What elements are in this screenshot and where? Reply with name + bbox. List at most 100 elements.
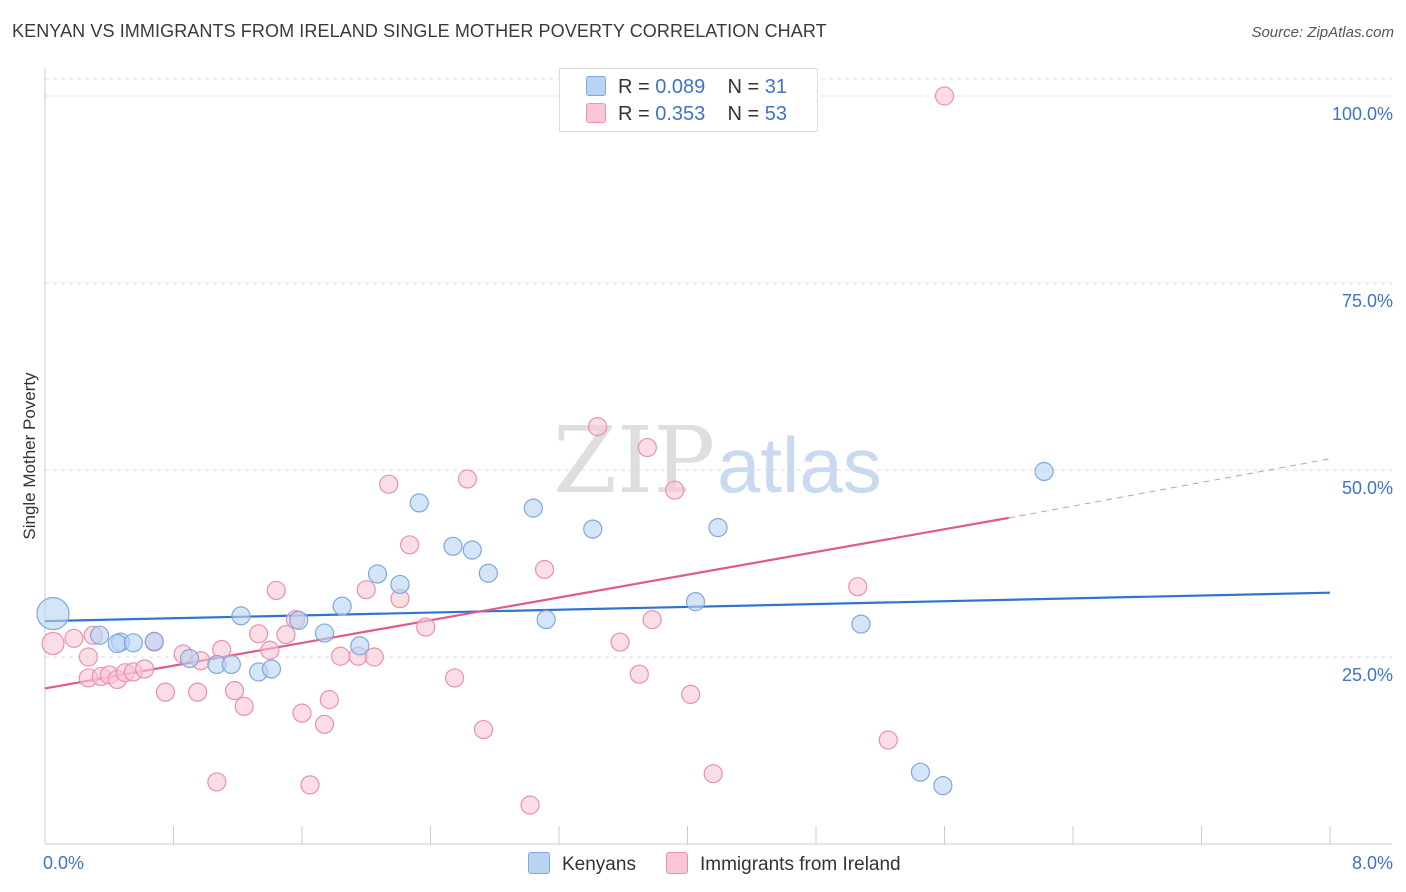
ireland-point [587, 417, 608, 437]
bottom-legend-swatch-pink [666, 852, 688, 874]
kenyans-point [231, 606, 251, 626]
ireland-point [134, 659, 155, 679]
ireland-point [319, 690, 339, 710]
ireland-point [665, 480, 685, 500]
ireland-point [444, 668, 465, 688]
ireland-point [266, 580, 286, 601]
kenyans-point [390, 574, 410, 595]
ireland-point [637, 437, 657, 458]
bottom-legend-label-ireland: Immigrants from Ireland [700, 854, 901, 875]
ireland-point [364, 647, 384, 667]
x-tick-label-min: 0.0% [43, 853, 84, 873]
ireland-point [703, 764, 723, 784]
ireland-point [642, 609, 662, 630]
legend-r-value: 0.353 [655, 103, 706, 125]
ireland-point [400, 535, 420, 555]
bottom-legend-swatch-blue [528, 852, 550, 874]
ireland-trend-extension [1008, 458, 1331, 519]
legend-r-label: R = [618, 103, 650, 125]
kenyans-point [314, 623, 335, 643]
y-axis-label: Single Mother Poverty [20, 372, 39, 540]
kenyans-point [523, 498, 543, 518]
kenyans-point [443, 536, 463, 556]
bottom-legend-ireland: Immigrants from Ireland [666, 852, 901, 876]
watermark-zip: ZIP [553, 407, 715, 514]
ireland-point [249, 624, 269, 644]
ireland-point [224, 681, 245, 701]
ireland-point [330, 646, 351, 666]
legend-n-label: N = [727, 103, 760, 125]
axes [44, 68, 1392, 845]
ireland-point [457, 469, 478, 489]
kenyans-point [367, 564, 388, 584]
kenyans-point [289, 610, 309, 630]
data-points [36, 86, 1054, 815]
ireland-point [292, 703, 312, 723]
legend-box: R = 0.089 N = 31 R = 0.353 N = 53 [559, 68, 818, 132]
ireland-point [356, 580, 376, 600]
kenyans-point [478, 563, 498, 583]
legend-r-label: R = [618, 76, 650, 98]
kenyans-point [536, 609, 556, 630]
ireland-point [64, 628, 84, 648]
kenyans-point [685, 592, 706, 612]
kenyans-point [583, 519, 603, 539]
kenyans-point [708, 517, 728, 538]
ireland-point [934, 86, 955, 106]
ireland-point [155, 682, 176, 702]
kenyans-point [1034, 461, 1054, 482]
legend-row-ireland: R = 0.353 N = 53 [586, 102, 787, 126]
kenyans-point [90, 625, 110, 645]
ireland-point [260, 640, 280, 660]
kenyans-point [851, 614, 871, 634]
chart-title: KENYAN VS IMMIGRANTS FROM IRELAND SINGLE… [12, 21, 827, 41]
kenyans-point [332, 596, 352, 616]
ireland-point [314, 714, 335, 734]
ireland-point [234, 696, 254, 716]
ireland-point [300, 775, 320, 795]
kenyans-point [462, 540, 482, 560]
bottom-legend-label-kenyans: Kenyans [562, 854, 636, 875]
kenyans-point [221, 654, 241, 675]
ireland-point [878, 730, 898, 750]
kenyans-point [910, 762, 931, 782]
legend-swatch-pink [586, 103, 606, 123]
legend-n-value: 53 [764, 103, 788, 125]
kenyans-point [261, 659, 282, 679]
ireland-point [379, 474, 399, 494]
kenyans-point [144, 631, 164, 651]
ireland-point [78, 647, 98, 667]
legend-r-value: 0.089 [655, 76, 706, 98]
y-tick-label: 25.0% [1342, 665, 1393, 685]
kenyans-point [350, 636, 370, 656]
tick-labels: 25.0% 50.0% 75.0% 100.0% 0.0% 8.0% [43, 104, 1393, 873]
ireland-point [629, 664, 649, 684]
ireland-point [848, 577, 868, 597]
ireland-point [416, 617, 436, 637]
kenyans-point [933, 776, 953, 796]
legend-n-label: N = [727, 76, 760, 98]
legend-row-kenyans: R = 0.089 N = 31 [586, 75, 787, 99]
ireland-point [41, 631, 65, 656]
ireland-point [473, 719, 494, 740]
legend-n-value: 31 [764, 76, 788, 98]
ireland-point [207, 772, 227, 792]
kenyans-point [36, 597, 70, 631]
kenyans-point [107, 633, 127, 654]
legend-swatch-blue [586, 76, 606, 96]
kenyans-point [179, 648, 200, 669]
y-tick-label: 100.0% [1332, 104, 1393, 124]
source-label: Source: ZipAtlas.com [1251, 24, 1394, 41]
kenyans-point [123, 633, 143, 653]
ireland-point [276, 624, 296, 645]
x-tick-label-max: 8.0% [1352, 853, 1393, 873]
ireland-point [187, 682, 208, 702]
ireland-point [520, 795, 540, 815]
y-tick-label: 75.0% [1342, 291, 1393, 311]
ireland-point [681, 684, 701, 705]
y-tick-label: 50.0% [1342, 478, 1393, 498]
watermark-atlas: atlas [717, 421, 882, 509]
ireland-point [610, 632, 630, 652]
ireland-point [534, 559, 555, 580]
